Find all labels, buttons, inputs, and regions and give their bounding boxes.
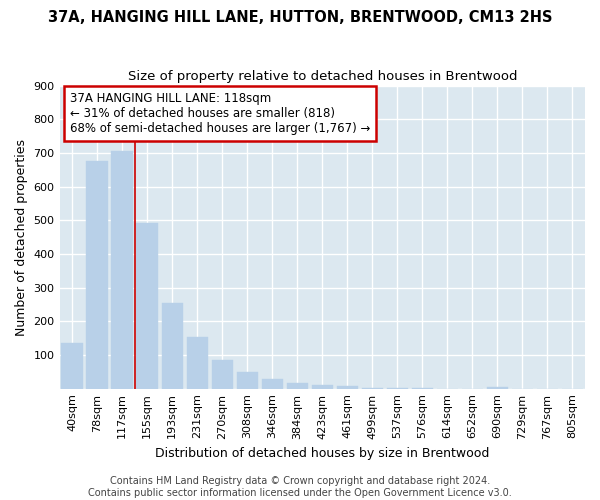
Title: Size of property relative to detached houses in Brentwood: Size of property relative to detached ho… xyxy=(128,70,517,83)
Bar xyxy=(61,342,83,388)
Bar xyxy=(161,304,183,388)
Bar xyxy=(212,360,233,388)
Bar xyxy=(262,379,283,388)
Bar xyxy=(487,387,508,388)
Text: 37A HANGING HILL LANE: 118sqm
← 31% of detached houses are smaller (818)
68% of : 37A HANGING HILL LANE: 118sqm ← 31% of d… xyxy=(70,92,370,134)
Bar xyxy=(112,150,133,388)
Bar xyxy=(86,162,108,388)
Text: 37A, HANGING HILL LANE, HUTTON, BRENTWOOD, CM13 2HS: 37A, HANGING HILL LANE, HUTTON, BRENTWOO… xyxy=(48,10,552,25)
Bar xyxy=(287,382,308,388)
Bar xyxy=(311,385,333,388)
Bar xyxy=(136,223,158,388)
Bar xyxy=(187,338,208,388)
Text: Contains HM Land Registry data © Crown copyright and database right 2024.
Contai: Contains HM Land Registry data © Crown c… xyxy=(88,476,512,498)
Bar xyxy=(337,386,358,388)
X-axis label: Distribution of detached houses by size in Brentwood: Distribution of detached houses by size … xyxy=(155,447,490,460)
Bar xyxy=(236,372,258,388)
Y-axis label: Number of detached properties: Number of detached properties xyxy=(15,138,28,336)
